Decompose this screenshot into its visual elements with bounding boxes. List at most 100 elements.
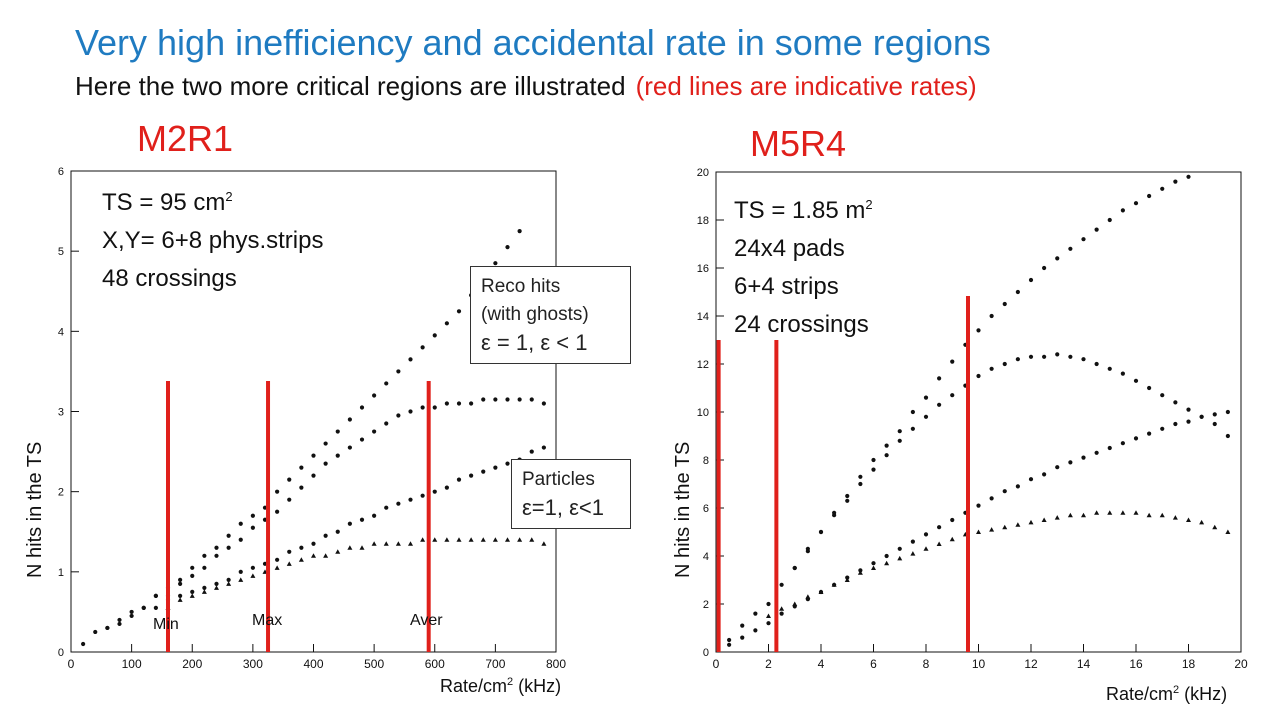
right-series1-point	[766, 601, 771, 607]
right-series2-point	[976, 373, 981, 379]
left-series1-point	[493, 261, 498, 266]
left-series2-point	[432, 405, 437, 410]
right-x-tick-label: 14	[1077, 657, 1091, 671]
left-series3-point	[493, 465, 498, 470]
right-series4-point	[792, 601, 798, 606]
right-series4-point	[923, 546, 929, 551]
left-series2-point	[105, 625, 110, 631]
right-x-tick-label: 2	[765, 657, 772, 671]
right-series1-point	[1028, 277, 1034, 283]
left-series2-point	[396, 413, 401, 418]
right-y-tick-label: 4	[703, 551, 709, 563]
rate-label-aver: Aver	[410, 612, 443, 629]
right-series3-point	[1147, 431, 1152, 436]
right-series1-point	[1186, 174, 1191, 179]
left-series2-point	[529, 397, 534, 402]
right-series4-point	[1133, 510, 1139, 515]
left-series1-point	[408, 357, 413, 362]
right-series2-point	[1120, 371, 1125, 376]
right-series3-point	[976, 503, 981, 508]
legend-reco-box: Reco hits (with ghosts) ε = 1, ε < 1	[470, 266, 631, 364]
right-series1-point	[1133, 201, 1139, 206]
left-series4-point	[311, 553, 316, 558]
left-series3-point	[178, 593, 183, 598]
left-series4-point	[432, 537, 438, 542]
left-series3-point	[299, 545, 304, 550]
left-ylabel: N hits in the TS	[24, 441, 46, 578]
right-x-tick-label: 4	[818, 657, 825, 671]
right-series4-point	[949, 536, 955, 542]
right-series1-point	[1042, 265, 1047, 271]
right-info-line-pads: 24x4 pads	[734, 235, 845, 262]
left-series3-point	[359, 517, 365, 522]
right-series4-point	[1146, 512, 1152, 518]
left-y-tick-label: 1	[58, 567, 64, 579]
right-series4-point	[857, 570, 863, 575]
right-y-tick-label: 16	[697, 263, 709, 275]
right-series2-point	[871, 467, 876, 472]
left-x-tick-label: 200	[182, 657, 202, 671]
right-x-tick-label: 6	[870, 657, 877, 671]
right-series2-point	[1068, 354, 1073, 359]
right-series2-point	[805, 549, 810, 554]
right-series3-point	[1042, 472, 1047, 477]
left-series4-point	[444, 537, 450, 542]
right-series1-point	[989, 313, 994, 319]
right-series2-point	[923, 414, 929, 419]
slide-subtitle: Here the two more critical regions are i…	[75, 71, 977, 102]
right-series1-point	[950, 359, 955, 364]
right-series4-point	[779, 606, 785, 611]
left-series1-point	[420, 345, 425, 350]
right-series2-point	[1015, 357, 1020, 362]
right-y-tick-label: 12	[697, 359, 709, 371]
right-series3-point	[884, 553, 889, 559]
left-series1-point	[214, 545, 219, 550]
right-series3-point	[1199, 414, 1204, 419]
right-series4-point	[1159, 512, 1165, 518]
right-series4-point	[1094, 510, 1100, 515]
left-series2-point	[505, 397, 510, 402]
right-series4-point	[1225, 529, 1231, 534]
left-series2-point	[420, 405, 425, 410]
right-series4-point	[844, 577, 850, 582]
right-series4-point	[1120, 510, 1126, 515]
right-series3-point	[1107, 445, 1112, 451]
left-series3-point	[384, 505, 389, 510]
left-series3-point	[153, 605, 158, 611]
right-series4-point	[1028, 519, 1034, 525]
left-series2-point	[347, 445, 352, 450]
left-series3-point	[311, 541, 316, 546]
left-series3-point	[420, 493, 425, 498]
right-series3-point	[1055, 465, 1060, 470]
left-series2-point	[178, 581, 183, 586]
right-series2-point	[832, 513, 837, 518]
right-series3-point	[1186, 419, 1191, 424]
left-series2-point	[517, 397, 522, 402]
left-series3-point	[323, 533, 328, 538]
right-y-tick-label: 6	[703, 503, 709, 515]
right-series3-point	[1173, 421, 1178, 427]
region-title-right: M5R4	[750, 123, 847, 164]
left-series2-point	[469, 401, 474, 406]
left-series4-point	[529, 537, 535, 542]
legend-particles-line1: Particles	[522, 469, 595, 490]
right-series4-point	[976, 529, 981, 534]
right-series1-point	[753, 611, 758, 616]
left-series1-point	[372, 393, 377, 398]
right-x-tick-label: 10	[972, 657, 986, 671]
left-series3-point	[372, 513, 377, 518]
right-y-tick-label: 0	[703, 647, 709, 659]
right-series1-point	[937, 376, 942, 381]
subtitle-note: (red lines are indicative rates)	[635, 71, 977, 101]
left-series1-point	[396, 369, 401, 374]
right-series2-point	[1094, 361, 1099, 367]
left-x-tick-label: 400	[303, 657, 323, 671]
left-series2-point	[202, 565, 207, 570]
right-series3-point	[897, 546, 902, 551]
left-series4-point	[383, 541, 389, 546]
left-series3-point	[226, 577, 231, 582]
left-series1-point	[238, 521, 243, 526]
left-info-line-strips: X,Y= 6+8 phys.strips	[102, 227, 324, 254]
left-series2-point	[408, 409, 413, 414]
right-series4-point	[1081, 512, 1086, 518]
